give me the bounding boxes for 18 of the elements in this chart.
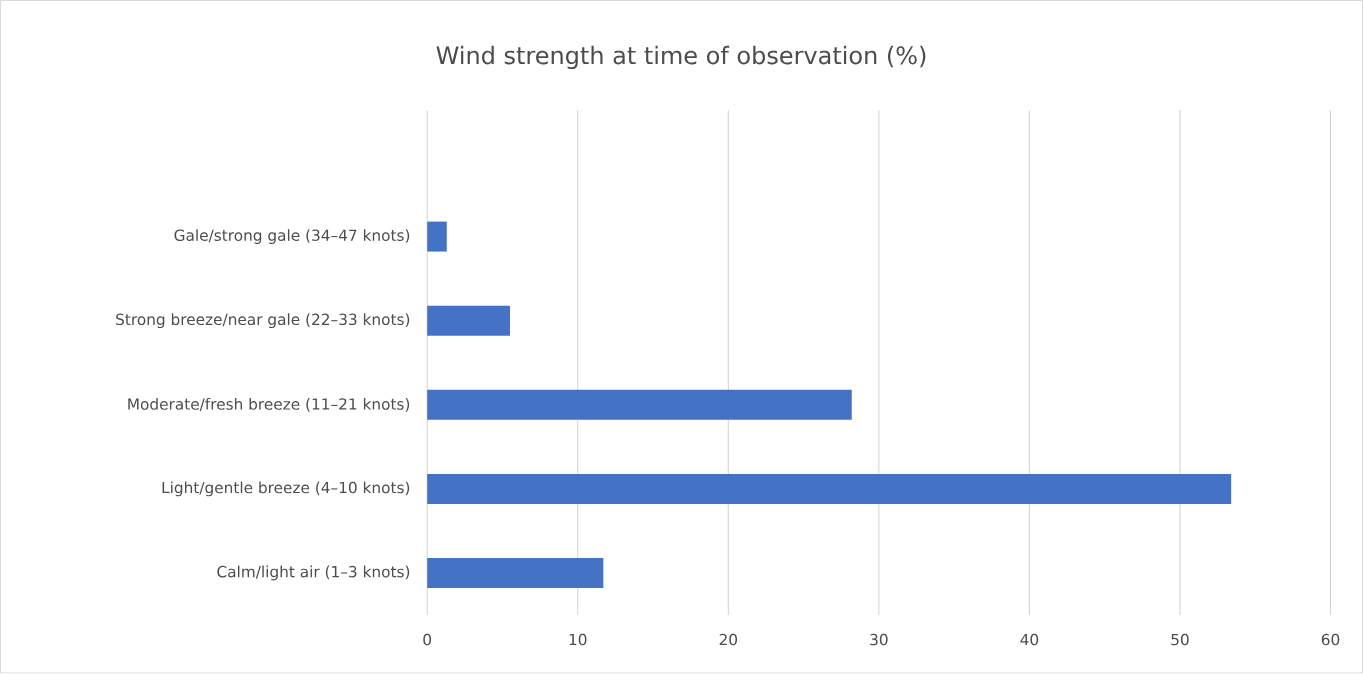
x-tick-label: 40 [1020,634,1039,646]
y-tick-label: Strong breeze/near gale (22–33 knots) [116,313,410,329]
y-tick-label: Gale/strong gale (34–47 knots) [174,229,410,245]
bar [427,390,852,421]
chart-title: Wind strength at time of observation (%) [436,46,926,70]
x-tick-label: 30 [870,634,888,646]
x-tick-label: 50 [1171,634,1189,646]
x-tick-label: 0 [423,634,432,646]
bar [427,474,1232,505]
bar [427,221,447,252]
x-tick-label: 20 [719,634,738,646]
bar [427,558,604,589]
bar [427,305,510,336]
y-tick-label: Calm/light air (1–3 knots) [217,565,410,581]
x-tick-label: 10 [569,634,587,646]
y-tick-label: Moderate/fresh breeze (11–21 knots) [128,398,410,412]
x-tick-label: 60 [1321,634,1340,646]
y-tick-label: Light/gentle breeze (4–10 knots) [162,481,410,497]
